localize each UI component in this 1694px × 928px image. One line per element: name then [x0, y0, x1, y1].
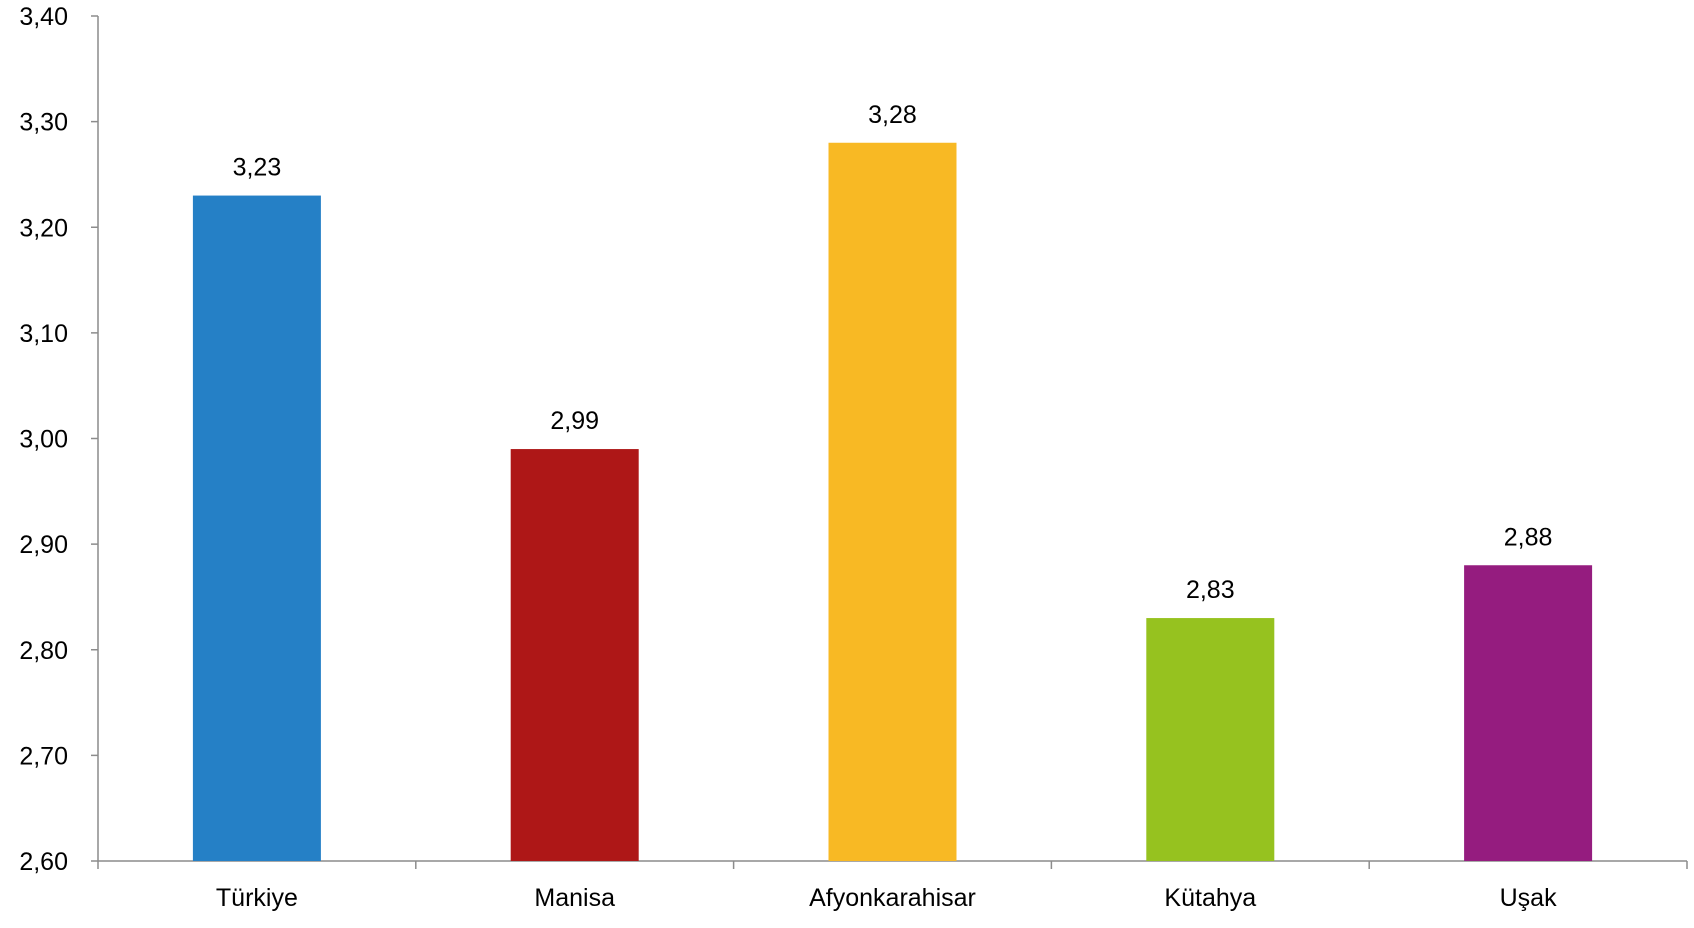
y-tick-label: 2,60 [19, 848, 68, 876]
data-label: 3,23 [233, 154, 282, 182]
y-tick-label: 3,00 [19, 426, 68, 454]
y-tick-label: 3,10 [19, 320, 68, 348]
y-tick-label: 2,90 [19, 531, 68, 559]
bar-series [192, 142, 1593, 861]
category-labels: Türkiye Manisa Afyonkarahisar Kütahya Uşak [216, 884, 1557, 912]
y-tick-label: 3,20 [19, 214, 68, 242]
bar [828, 142, 957, 861]
bar [1146, 618, 1275, 861]
y-tick-label: 2,70 [19, 742, 68, 770]
category-label: Manisa [534, 884, 615, 912]
category-label: Kütahya [1164, 884, 1256, 912]
x-axis-ticks [97, 861, 1688, 869]
bar [510, 449, 639, 861]
y-tick-label: 2,80 [19, 637, 68, 665]
data-label: 2,99 [550, 407, 599, 435]
category-label: Afyonkarahisar [809, 884, 976, 912]
category-label: Uşak [1500, 884, 1557, 912]
y-tick-label: 3,30 [19, 109, 68, 137]
category-label: Türkiye [216, 884, 298, 912]
y-axis-ticks: 2,60 2,70 2,80 2,90 3,00 3,10 3,20 3,30 3,40 [19, 3, 98, 876]
data-label: 2,83 [1186, 576, 1235, 604]
bar [1464, 565, 1593, 861]
data-labels: 3,23 2,99 3,28 2,83 2,88 [233, 101, 1553, 604]
bar [192, 195, 321, 861]
data-label: 3,28 [868, 101, 917, 129]
y-tick-label: 3,40 [19, 3, 68, 31]
data-label: 2,88 [1504, 523, 1553, 551]
